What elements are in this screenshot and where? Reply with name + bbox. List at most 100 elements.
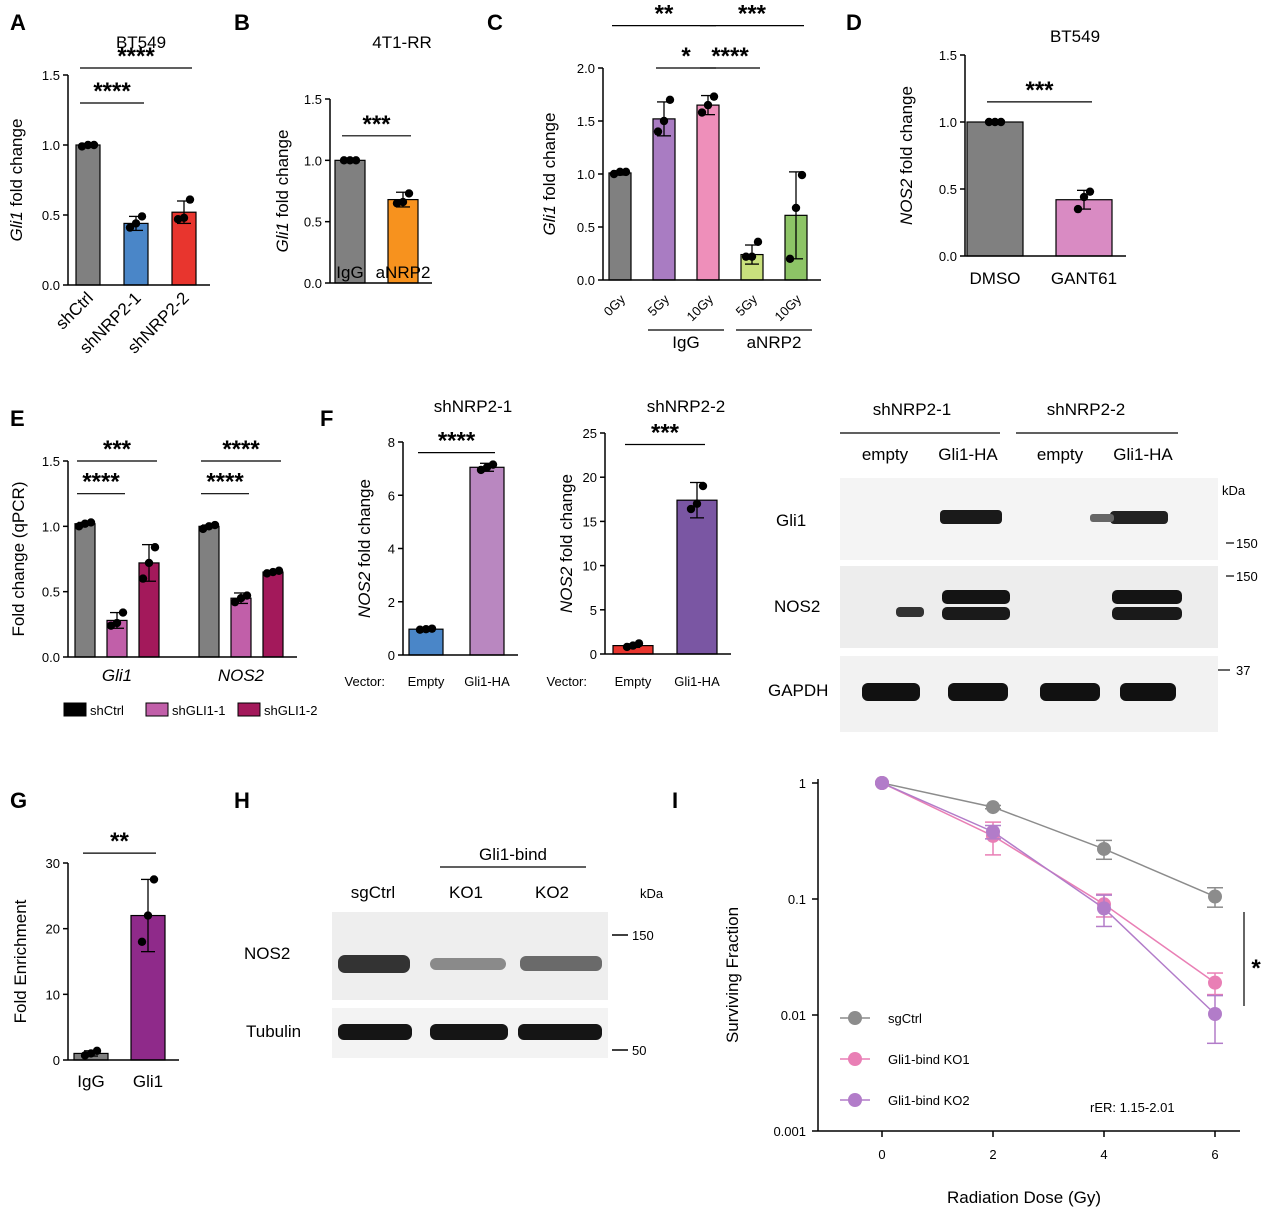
y-tick-label: 15 (583, 514, 597, 529)
y-axis-label: Fold change (qPCR) (9, 482, 28, 637)
panel-c: C 0.0 0.5 1.0 1.5 2.0 Gli1 fold change 0Gy 5Gy 10… (487, 1, 821, 352)
data-point (92, 1046, 102, 1056)
data-point (986, 824, 1000, 839)
group-label: aNRP2 (747, 333, 802, 352)
legend-swatch (63, 702, 87, 717)
y-tick-label: 1.0 (939, 115, 957, 130)
panel-label: I (672, 788, 678, 813)
x-axis-label: Radiation Dose (Gy) (947, 1188, 1101, 1207)
data-point (1208, 1007, 1222, 1022)
y-tick-label: 8 (388, 435, 395, 450)
bar (123, 222, 149, 286)
blot-lane-label: Gli1-HA (938, 445, 998, 464)
legend-label: Gli1-bind KO1 (888, 1052, 970, 1067)
band (1120, 683, 1176, 701)
panel-f2: shNRP2-2 0 5 10 15 20 25 NOS2 fold change Empty G… (547, 397, 731, 689)
category-label: IgG (77, 1072, 104, 1091)
data-point (984, 117, 994, 127)
bar (966, 121, 1024, 257)
legend-marker (848, 1093, 862, 1107)
panel-label: E (10, 406, 25, 431)
bar (262, 571, 284, 658)
panel-title: 4T1-RR (372, 33, 432, 52)
significance-stars: * (1251, 955, 1261, 982)
kda-label: kDa (640, 886, 664, 901)
kda-label: kDa (1222, 483, 1246, 498)
y-axis-label-text: fold change (355, 479, 374, 572)
significance-stars: ** (655, 1, 674, 28)
x-tick-label: 2 (989, 1147, 996, 1162)
data-point (1073, 204, 1083, 214)
data-point (996, 117, 1006, 127)
data-point (398, 197, 408, 207)
category-label: Gli1-HA (674, 674, 720, 689)
data-point (990, 117, 1000, 127)
band (338, 1024, 412, 1040)
blot-lane-label: Gli1-HA (1113, 445, 1173, 464)
y-tick-label: 30 (46, 856, 60, 871)
significance-stars: * (681, 43, 691, 70)
y-tick-label: 6 (388, 488, 395, 503)
y-tick-label: 4 (388, 542, 395, 557)
data-point (653, 127, 663, 136)
bar (198, 525, 220, 658)
bar (696, 104, 720, 281)
data-point (703, 100, 713, 110)
category-label: 10Gy (772, 291, 805, 324)
blot-group-label: Gli1-bind (479, 845, 547, 864)
band (1110, 511, 1168, 524)
blot-row-label: Gli1 (776, 511, 806, 530)
y-axis-label: NOS2 fold change (557, 474, 576, 613)
y-tick-label: 1.0 (42, 138, 60, 153)
bar (652, 118, 676, 281)
data-point (143, 911, 153, 920)
y-tick-label: 0.01 (781, 1008, 806, 1023)
data-point (404, 189, 414, 198)
significance-stars: **** (117, 43, 155, 70)
data-point (131, 219, 141, 228)
data-point (86, 518, 96, 527)
panel-d: D BT549 0.0 0.5 1.0 1.5 NOS2 fold change DMSO GA… (846, 10, 1126, 288)
band (942, 607, 1010, 620)
bar (408, 628, 444, 656)
blot-lane-label: KO2 (535, 883, 569, 902)
y-axis-label: Gli1 fold change (7, 119, 26, 242)
data-point (791, 203, 801, 213)
band (1040, 683, 1100, 701)
data-point (138, 574, 148, 583)
band (518, 1024, 602, 1040)
y-tick-label: 0.0 (939, 249, 957, 264)
y-tick-label: 0.5 (42, 208, 60, 223)
band (942, 590, 1010, 604)
category-label: IgG (336, 263, 363, 282)
y-axis-label-text: fold change (540, 113, 559, 206)
group-label: IgG (672, 333, 699, 352)
panel-label: F (320, 406, 333, 431)
y-axis-label-italic: NOS2 (897, 178, 916, 225)
blot-lane-label: KO1 (449, 883, 483, 902)
x-tick-label: 6 (1211, 1147, 1218, 1162)
data-point (83, 140, 93, 150)
data-point (797, 170, 807, 180)
band (896, 607, 924, 617)
band (948, 683, 1008, 701)
legend-marker (848, 1011, 862, 1025)
bar (676, 499, 718, 655)
data-point (118, 608, 128, 617)
x-tick-label: 0 (878, 1147, 885, 1162)
data-point (210, 520, 220, 530)
marker-label: 37 (1236, 663, 1250, 678)
marker-label: 150 (632, 928, 654, 943)
data-point (875, 776, 889, 790)
data-point (345, 156, 355, 165)
legend-swatch (237, 702, 261, 717)
data-point (415, 625, 425, 634)
gene-label: NOS2 (218, 666, 265, 685)
y-axis-label-italic: Gli1 (540, 205, 559, 235)
y-tick-label: 0.5 (577, 220, 595, 235)
y-tick-label: 0 (388, 648, 395, 663)
significance-stars: *** (103, 436, 132, 463)
legend-marker (848, 1052, 862, 1066)
panel-title: shNRP2-2 (647, 397, 725, 416)
bar (608, 172, 632, 281)
